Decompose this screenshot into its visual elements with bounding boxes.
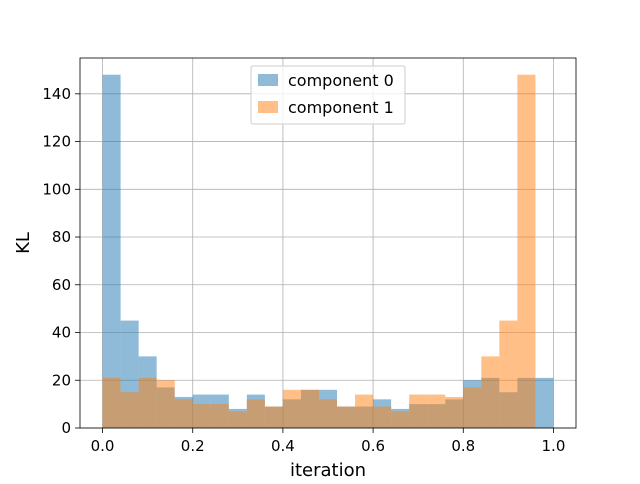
histogram-bar [138,377,157,428]
x-axis-label: iteration [290,460,366,480]
x-tick-label: 0.4 [271,437,295,455]
histogram-bar [102,74,121,428]
histogram-bar [228,411,247,428]
histogram-bar [264,406,283,428]
histogram-bar [282,389,301,428]
histogram-bar [391,411,410,428]
x-tick-label: 0.8 [451,437,475,455]
histogram-bar [481,356,500,428]
histogram-bar [517,74,536,428]
x-tick-label: 1.0 [542,437,566,455]
y-tick-label: 140 [42,85,71,103]
histogram-bar [535,377,554,428]
histogram-bar [355,394,374,428]
legend: component 0 component 1 [250,65,406,125]
histogram-bar [156,380,175,428]
histogram-bar [499,320,518,428]
histogram-bar [102,377,121,428]
y-axis-label: KL [13,232,34,254]
histogram-bar [373,406,392,428]
histogram-bar [174,399,193,428]
histogram-bar [192,404,211,428]
histogram-bar [210,404,229,428]
x-tick-label: 0.2 [181,437,205,455]
y-tick-label: 120 [42,133,71,151]
histogram-bar [409,394,428,428]
histogram-bar [318,399,338,428]
series-component-1 [102,74,536,428]
x-tick-label: 0.0 [91,437,115,455]
y-tick-label: 20 [52,371,71,389]
legend-swatch-component-1 [258,101,278,113]
histogram-bar [445,396,464,428]
y-tick-label: 0 [61,419,71,437]
legend-label-component-1: component 1 [288,98,394,117]
x-axis-ticks: 0.0 0.2 0.4 0.6 0.8 1.0 [91,428,566,455]
histogram-bar [427,394,446,428]
legend-frame [250,65,406,125]
histogram-bar [463,387,482,428]
histogram-bar [120,392,139,428]
histogram-bar [246,399,265,428]
x-tick-label: 0.6 [361,437,385,455]
legend-swatch-component-0 [258,74,278,86]
plot-frame [79,57,577,429]
y-tick-label: 80 [52,228,71,246]
y-tick-label: 100 [42,180,71,198]
histogram-bar [300,389,319,428]
y-axis-ticks: 0 20 40 60 80 100 120 140 [42,85,80,437]
y-tick-label: 40 [52,324,71,342]
y-tick-label: 60 [52,276,71,294]
legend-label-component-0: component 0 [288,71,394,90]
histogram-bar [337,406,356,428]
